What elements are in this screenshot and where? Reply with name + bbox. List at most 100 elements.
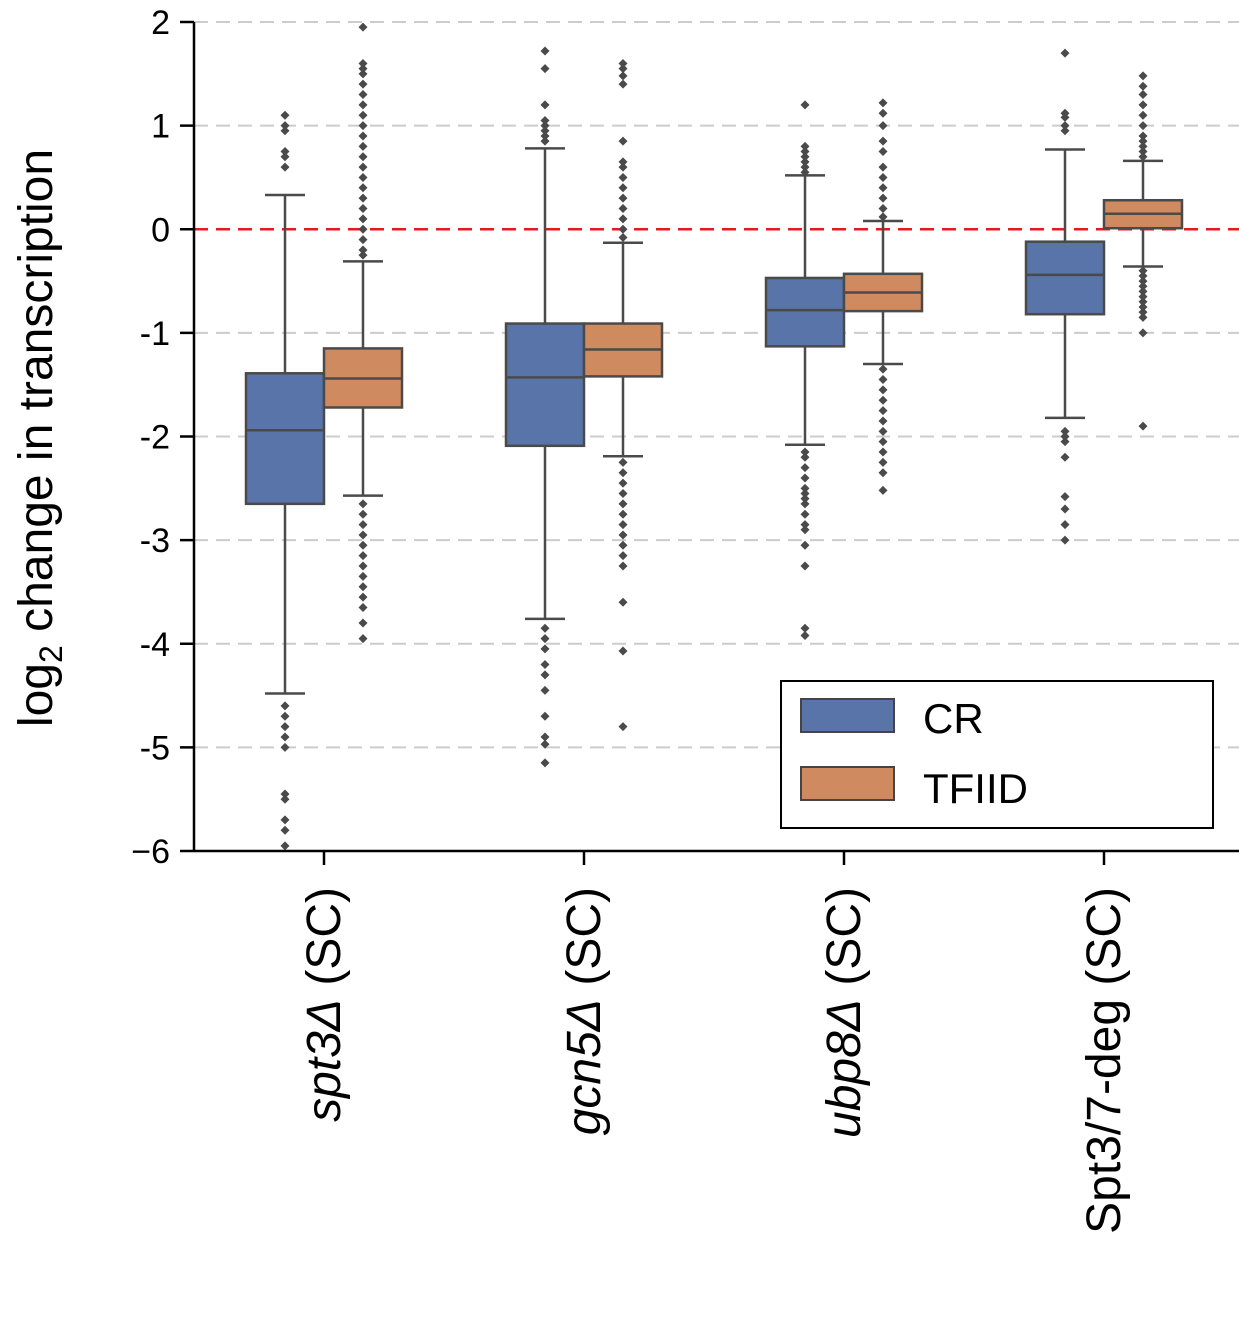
flier-cr-1-4 (540, 115, 550, 125)
flier-cr-0-12 (280, 794, 290, 804)
flier-tfiid-0-29 (358, 571, 368, 581)
flier-tfiid-3-18 (1138, 302, 1148, 312)
flier-tfiid-2-10 (878, 98, 888, 108)
flier-tfiid-3-20 (1138, 312, 1148, 322)
flier-tfiid-2-13 (878, 385, 888, 395)
flier-tfiid-0-21 (358, 22, 368, 32)
flier-tfiid-2-5 (878, 162, 888, 172)
flier-tfiid-1-7 (618, 162, 628, 172)
flier-tfiid-3-3 (1138, 136, 1148, 146)
flier-tfiid-1-5 (618, 183, 628, 193)
flier-tfiid-3-5 (1138, 121, 1148, 131)
flier-cr-2-12 (800, 488, 810, 498)
flier-tfiid-3-11 (1138, 266, 1148, 276)
flier-tfiid-1-26 (618, 646, 628, 656)
flier-tfiid-0-19 (358, 64, 368, 74)
flier-tfiid-2-14 (878, 395, 888, 405)
flier-tfiid-0-27 (358, 551, 368, 561)
box-cr-2 (764, 100, 846, 640)
flier-tfiid-2-21 (878, 468, 888, 478)
flier-cr-0-10 (280, 742, 290, 752)
flier-cr-2-10 (800, 473, 810, 483)
flier-tfiid-0-30 (358, 582, 368, 592)
box-layer (244, 22, 1184, 851)
box-body-cr-3 (1024, 240, 1106, 316)
flier-tfiid-0-5 (358, 204, 368, 214)
flier-tfiid-3-0 (1138, 152, 1148, 162)
flier-cr-2-21 (800, 630, 810, 640)
flier-tfiid-3-19 (1138, 307, 1148, 317)
legend: CR TFIID (780, 680, 1214, 829)
flier-cr-0-1 (280, 152, 290, 162)
flier-tfiid-2-3 (878, 183, 888, 193)
flier-tfiid-3-16 (1138, 292, 1148, 302)
flier-tfiid-2-9 (878, 108, 888, 118)
flier-cr-1-10 (540, 644, 550, 654)
flier-tfiid-3-8 (1138, 90, 1148, 100)
flier-tfiid-0-24 (358, 520, 368, 530)
flier-cr-1-6 (540, 64, 550, 74)
flier-tfiid-1-21 (618, 530, 628, 540)
flier-tfiid-1-9 (618, 136, 628, 146)
flier-tfiid-2-8 (878, 121, 888, 131)
flier-tfiid-1-20 (618, 520, 628, 530)
flier-tfiid-1-6 (618, 172, 628, 182)
flier-tfiid-0-4 (358, 214, 368, 224)
flier-tfiid-0-3 (358, 224, 368, 234)
flier-cr-3-3 (1060, 108, 1070, 118)
flier-cr-1-3 (540, 121, 550, 131)
x-tick-label-3: Spt3/7-deg (SC) (1078, 887, 1131, 1234)
flier-tfiid-1-18 (618, 499, 628, 509)
flier-cr-3-9 (1060, 492, 1070, 502)
flier-tfiid-1-0 (618, 233, 628, 243)
flier-tfiid-0-13 (358, 121, 368, 131)
flier-cr-3-11 (1060, 520, 1070, 530)
flier-cr-1-9 (540, 634, 550, 644)
flier-cr-2-14 (800, 499, 810, 509)
flier-tfiid-0-25 (358, 530, 368, 540)
box-tfiid-2 (842, 98, 924, 495)
legend-label-tfiid: TFIID (923, 765, 1028, 812)
flier-tfiid-1-1 (618, 224, 628, 234)
flier-tfiid-3-21 (1138, 328, 1148, 338)
flier-cr-0-6 (280, 701, 290, 711)
flier-cr-3-10 (1060, 504, 1070, 514)
flier-tfiid-2-7 (878, 136, 888, 146)
flier-tfiid-1-12 (618, 64, 628, 74)
flier-tfiid-0-2 (358, 235, 368, 245)
flier-cr-0-11 (280, 789, 290, 799)
flier-tfiid-2-6 (878, 147, 888, 157)
box-cr-1 (504, 46, 586, 768)
legend-label-cr: CR (923, 695, 984, 742)
flier-tfiid-0-28 (358, 561, 368, 571)
flier-cr-0-8 (280, 722, 290, 732)
flier-cr-0-4 (280, 121, 290, 131)
legend-swatch-cr (800, 698, 895, 733)
x-tick-label-italic-1: gcn5Δ (558, 999, 611, 1135)
flier-cr-1-7 (540, 46, 550, 56)
y-axis-label: log2 change in transcription (10, 149, 69, 727)
flier-tfiid-2-4 (878, 172, 888, 182)
flier-tfiid-0-14 (358, 110, 368, 120)
flier-cr-2-0 (800, 167, 810, 177)
flier-tfiid-3-22 (1138, 421, 1148, 431)
flier-tfiid-1-3 (618, 204, 628, 214)
flier-tfiid-3-9 (1138, 81, 1148, 91)
flier-cr-2-3 (800, 152, 810, 162)
flier-tfiid-0-7 (358, 183, 368, 193)
flier-tfiid-3-2 (1138, 141, 1148, 151)
flier-cr-3-4 (1060, 48, 1070, 58)
flier-cr-1-0 (540, 136, 550, 146)
box-tfiid-1 (582, 58, 664, 732)
y-axis-label-subscript: 2 (33, 645, 69, 663)
flier-cr-0-15 (280, 841, 290, 851)
flier-tfiid-3-6 (1138, 110, 1148, 120)
flier-tfiid-2-15 (878, 406, 888, 416)
flier-cr-3-5 (1060, 426, 1070, 436)
flier-tfiid-1-4 (618, 193, 628, 203)
flier-tfiid-0-12 (358, 131, 368, 141)
flier-cr-2-8 (800, 452, 810, 462)
flier-cr-2-9 (800, 463, 810, 473)
flier-cr-0-0 (280, 162, 290, 172)
x-tick-label-plain-2: (SC) (818, 887, 871, 999)
